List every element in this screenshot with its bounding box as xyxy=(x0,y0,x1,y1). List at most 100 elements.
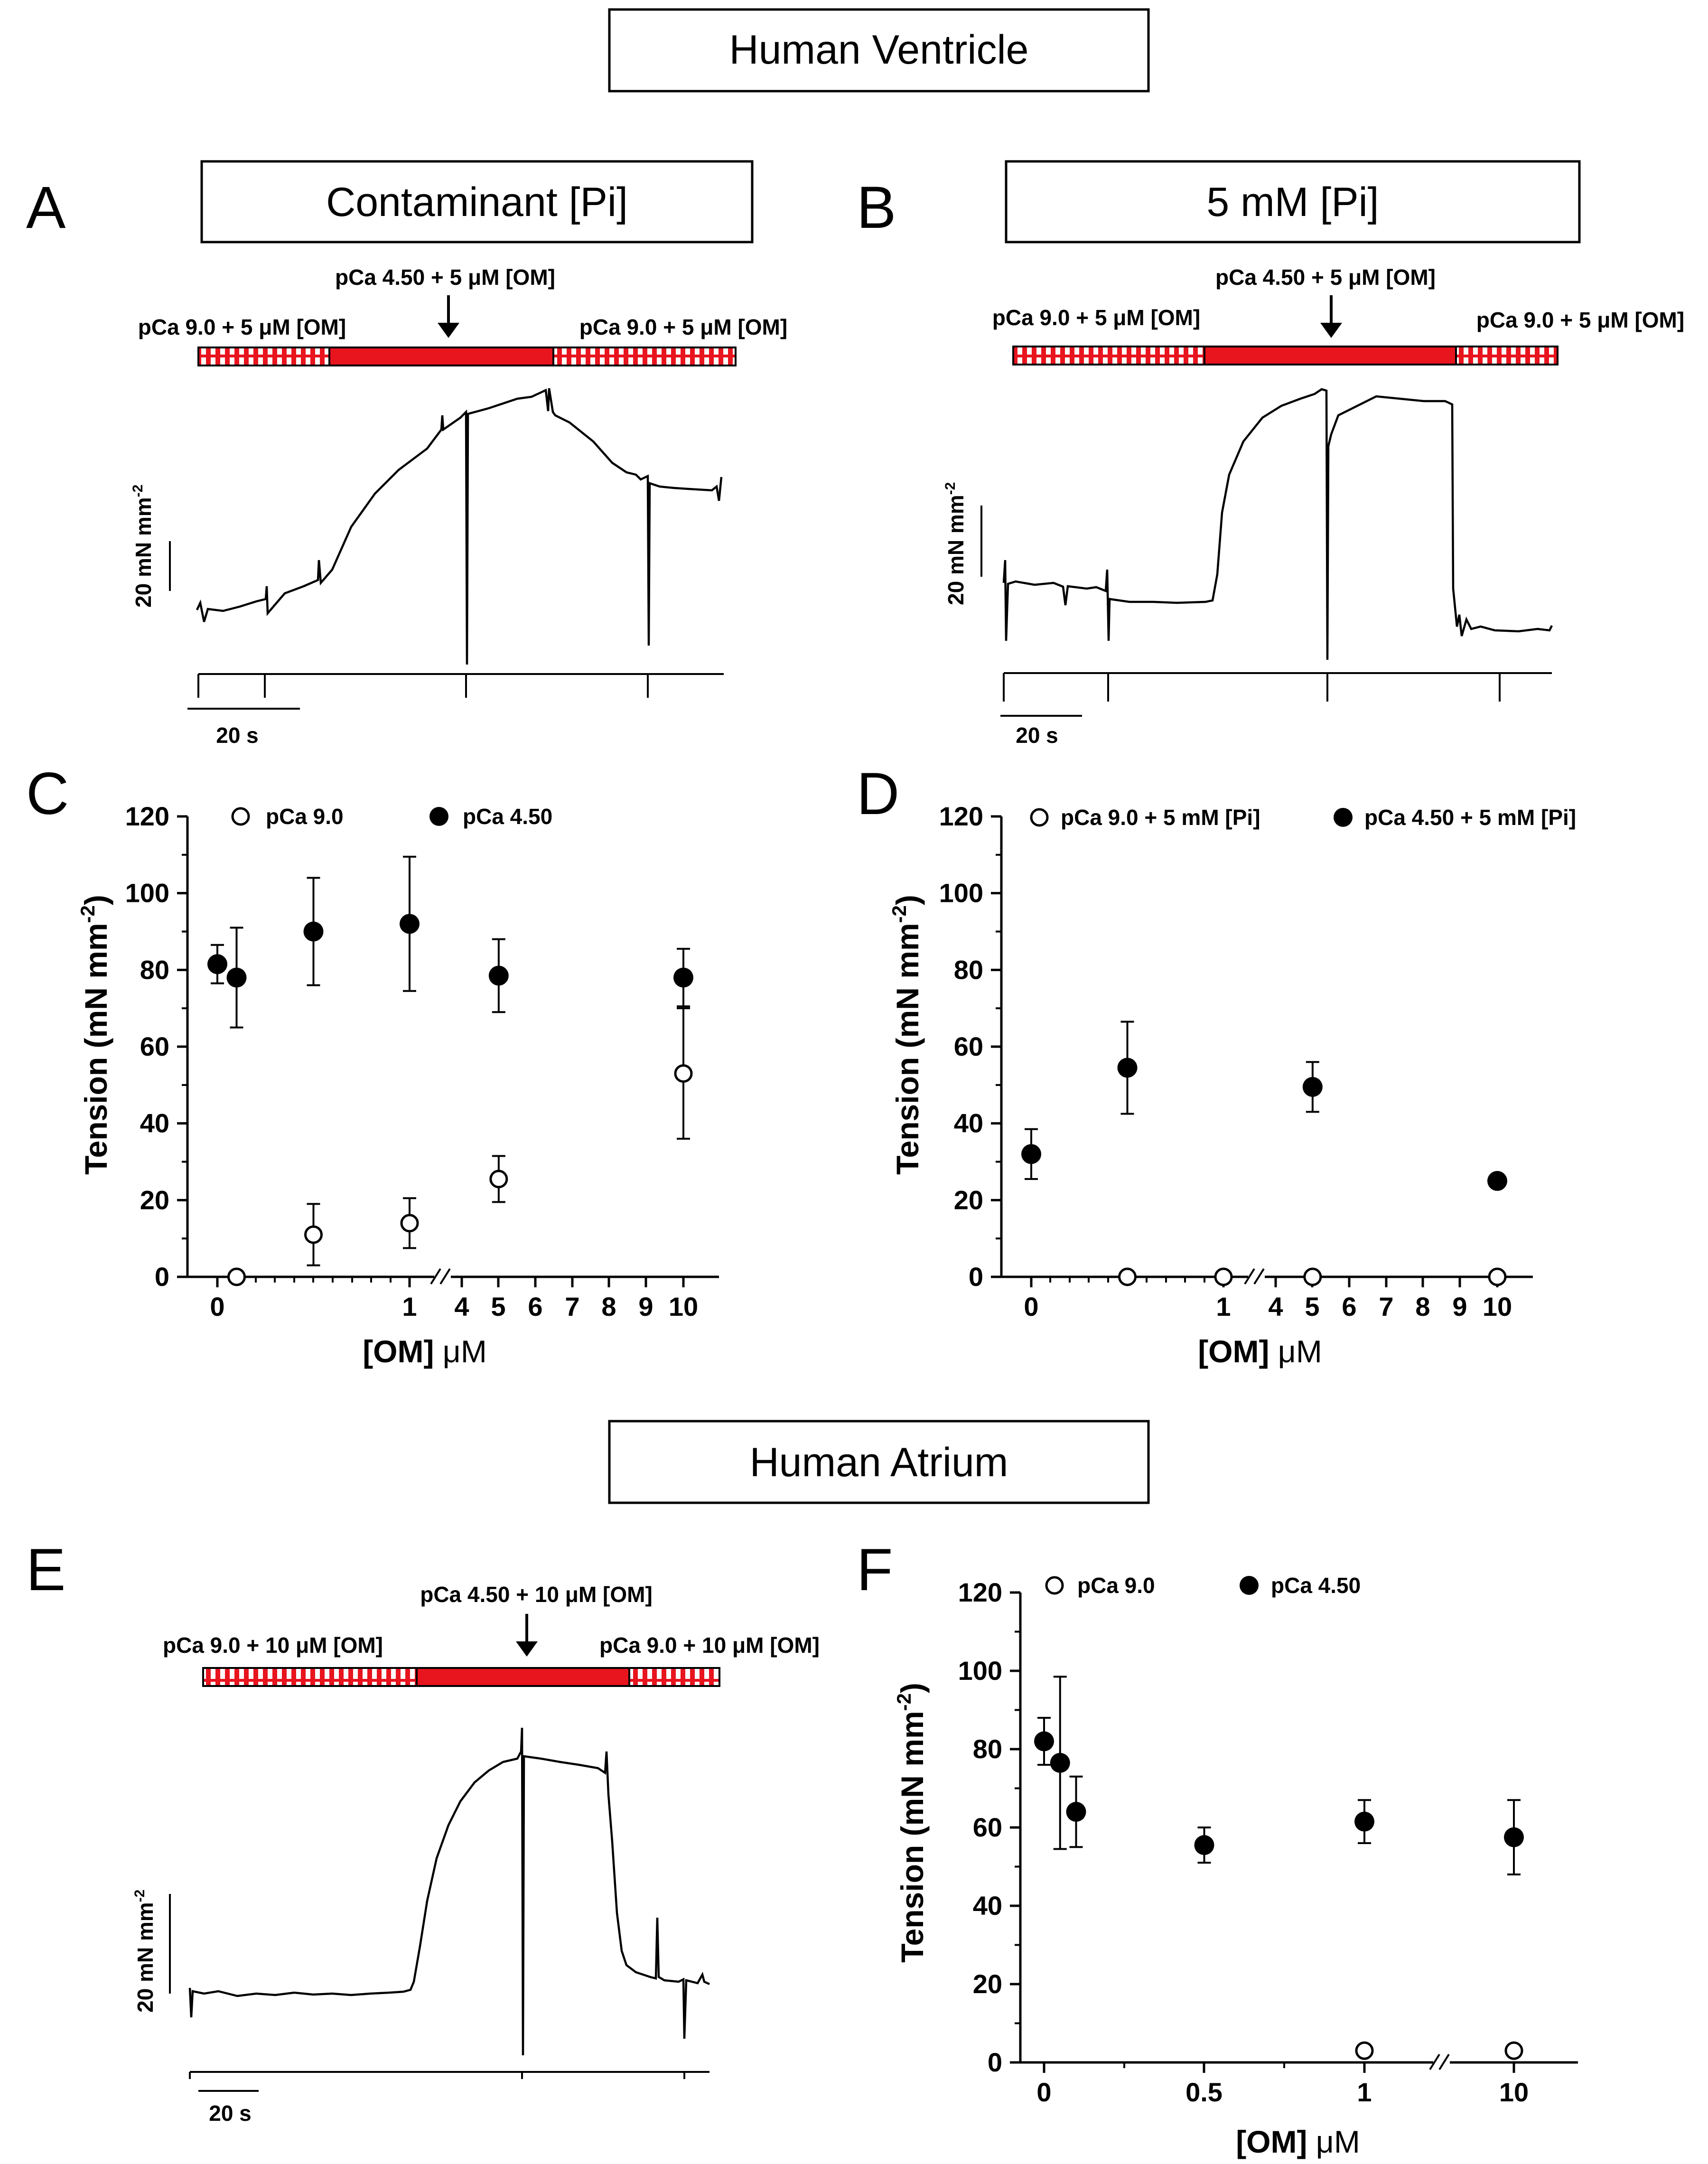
panel-b-tension-trace xyxy=(1002,388,1553,660)
panel-d-y-tick-label: 80 xyxy=(954,955,983,984)
panel-c-x-label: [OM] μM xyxy=(363,1334,487,1369)
panel-c-point-filled xyxy=(226,927,247,1029)
panel-a-activating-label: pCa 4.50 + 5 μM [OM] xyxy=(335,265,555,290)
panel-d-x-label: [OM] μM xyxy=(1198,1334,1322,1369)
panel-a-title: Contaminant [Pi] xyxy=(326,179,628,225)
panel-f-legend-label-1: pCa 4.50 xyxy=(1271,1573,1361,1598)
panel-c-legend-filled-marker xyxy=(429,807,448,826)
panel-c-point-open xyxy=(400,1197,419,1249)
panel-b-arrow-icon xyxy=(1320,295,1342,338)
panel-f-y-tick-label: 80 xyxy=(973,1734,1002,1764)
panel-f-marker xyxy=(1194,1835,1214,1855)
panel-c-x-ticks: 0 1 4 5 6 7 8 9 10 xyxy=(210,1277,698,1321)
panel-d-legend-open-marker xyxy=(1030,808,1049,827)
panel-a-relax-right-label: pCa 9.0 + 5 μM [OM] xyxy=(579,315,787,339)
panel-c-point-filled xyxy=(303,877,324,986)
panel-e-activating-label: pCa 4.50 + 10 μM [OM] xyxy=(420,1582,653,1607)
panel-b-relax-left-label: pCa 9.0 + 5 μM [OM] xyxy=(992,305,1200,330)
panel-f-point-filled xyxy=(1066,1775,1086,1848)
panel-d-data-points xyxy=(1021,1021,1507,1286)
panel-d-point-filled xyxy=(1117,1021,1138,1115)
panel-d-legend: pCa 9.0 + 5 mM [Pi] pCa 4.50 + 5 mM [Pi] xyxy=(1030,805,1576,830)
panel-c-x-tick-label: 10 xyxy=(669,1292,698,1321)
panel-d-x-tick-label: 7 xyxy=(1379,1292,1393,1321)
panel-c-marker xyxy=(400,914,420,934)
panel-d-x-tick-label: 5 xyxy=(1305,1292,1319,1321)
panel-e-relax-left-label: pCa 9.0 + 10 μM [OM] xyxy=(163,1633,383,1658)
panel-d-x-tick-label: 9 xyxy=(1452,1292,1467,1321)
panel-e-arrow-icon xyxy=(516,1614,538,1657)
panel-c-y-tick-label: 20 xyxy=(140,1185,169,1215)
panel-f-y-tick-label: 20 xyxy=(973,1969,1002,1999)
panel-d-x-tick-label: 1 xyxy=(1216,1292,1231,1321)
panel-c-x-tick-label: 5 xyxy=(491,1292,505,1321)
panel-c-marker xyxy=(227,1267,246,1286)
panel-d-marker xyxy=(1214,1267,1233,1286)
panel-d-point-open xyxy=(1303,1267,1322,1286)
panel-b-solution-bar xyxy=(1012,346,1559,365)
panel-c-point-open xyxy=(674,1007,693,1140)
panel-d-y-tick-label: 60 xyxy=(954,1031,983,1061)
panel-d-y-tick-label: 40 xyxy=(954,1108,983,1138)
panel-d-marker xyxy=(1118,1267,1137,1286)
panel-c-point-filled xyxy=(488,938,509,1013)
atrium-title: Human Atrium xyxy=(750,1440,1008,1485)
panel-f-y-tick-label: 100 xyxy=(958,1656,1002,1686)
panel-e-relax-right-label: pCa 9.0 + 10 μM [OM] xyxy=(599,1633,820,1658)
panel-f-legend-filled-marker xyxy=(1240,1576,1259,1595)
panel-f-x-tick-label: 0.5 xyxy=(1185,2077,1223,2107)
panel-d-x-tick-label: 0 xyxy=(1024,1292,1038,1321)
panel-e-bar-relax-right xyxy=(628,1667,720,1687)
panel-c-y-tick-label: 0 xyxy=(155,1262,169,1292)
panel-d-axes xyxy=(1000,816,1533,1285)
panel-d-point-open xyxy=(1488,1267,1507,1286)
panel-f-y-tick-label: 0 xyxy=(988,2047,1002,2077)
panel-a-bar-relax-right xyxy=(552,347,737,366)
panel-c-x-tick-label: 9 xyxy=(638,1292,653,1321)
panel-f-marker xyxy=(1504,1827,1524,1847)
panel-d-axis-break xyxy=(1244,1268,1265,1285)
panel-c-x-tick-label: 1 xyxy=(402,1292,417,1321)
panel-c-x-tick-label: 8 xyxy=(601,1292,616,1321)
panel-c-axis-break xyxy=(430,1268,451,1285)
panel-f-x-tick-label: 1 xyxy=(1357,2077,1372,2107)
panel-d-x-tick-label: 8 xyxy=(1415,1292,1430,1321)
panel-d-y-tick-label: 20 xyxy=(954,1185,983,1215)
panel-f-point-open xyxy=(1355,2041,1374,2060)
panel-d-point-filled xyxy=(1302,1061,1323,1113)
atrium-title-box xyxy=(608,1420,1150,1504)
panel-a-time-scale-label: 20 s xyxy=(216,723,259,748)
panel-c-legend-open-marker xyxy=(231,807,250,826)
panel-c-marker xyxy=(226,967,247,988)
panel-c-letter: C xyxy=(26,761,69,827)
panel-c-x-tick-label: 7 xyxy=(565,1292,579,1321)
panel-f-marker xyxy=(1050,1752,1070,1773)
panel-f-point-filled xyxy=(1050,1676,1070,1850)
panel-c-point-filled xyxy=(673,947,693,1008)
panel-f-point-filled xyxy=(1504,1799,1524,1875)
panel-e-time-axis xyxy=(189,2071,709,2079)
panel-c-marker xyxy=(303,921,324,942)
panel-c-legend-label-0: pCa 9.0 xyxy=(266,804,344,829)
panel-d-x-ticks: 0 1 4 5 6 7 8 9 10 xyxy=(1024,1277,1512,1321)
panel-c-marker xyxy=(207,954,227,974)
panel-f-y-tick-label: 40 xyxy=(973,1891,1002,1920)
panel-c-marker xyxy=(673,967,693,988)
panel-d-point-filled xyxy=(1021,1128,1041,1180)
panel-f-marker xyxy=(1066,1802,1086,1822)
panel-d-x-tick-label: 4 xyxy=(1268,1292,1283,1321)
panel-c-y-tick-label: 80 xyxy=(140,955,169,984)
ventricle-title-box xyxy=(608,8,1150,93)
panel-c-y-tick-label: 100 xyxy=(125,878,169,908)
panel-d-legend-filled-marker xyxy=(1334,808,1353,827)
panel-f-y-tick-label: 60 xyxy=(973,1812,1002,1842)
panel-c-legend: pCa 9.0 pCa 4.50 xyxy=(231,804,552,829)
panel-d-point-open xyxy=(1214,1267,1233,1286)
panel-b-tension-scale-label: 20 mN mm-2 xyxy=(943,482,968,605)
panel-f-x-ticks: 0 0.5 1 10 xyxy=(1036,2062,1529,2107)
panel-c-marker xyxy=(400,1214,419,1233)
panel-f-marker xyxy=(1034,1731,1054,1752)
panel-b-time-scale-label: 20 s xyxy=(1016,723,1058,748)
panel-b-title-box xyxy=(1005,160,1581,244)
panel-c-x-tick-label: 4 xyxy=(454,1292,469,1321)
